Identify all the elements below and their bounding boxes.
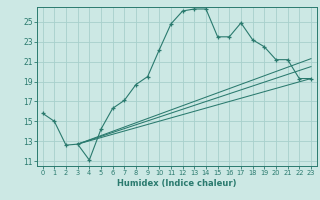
X-axis label: Humidex (Indice chaleur): Humidex (Indice chaleur) [117,179,236,188]
